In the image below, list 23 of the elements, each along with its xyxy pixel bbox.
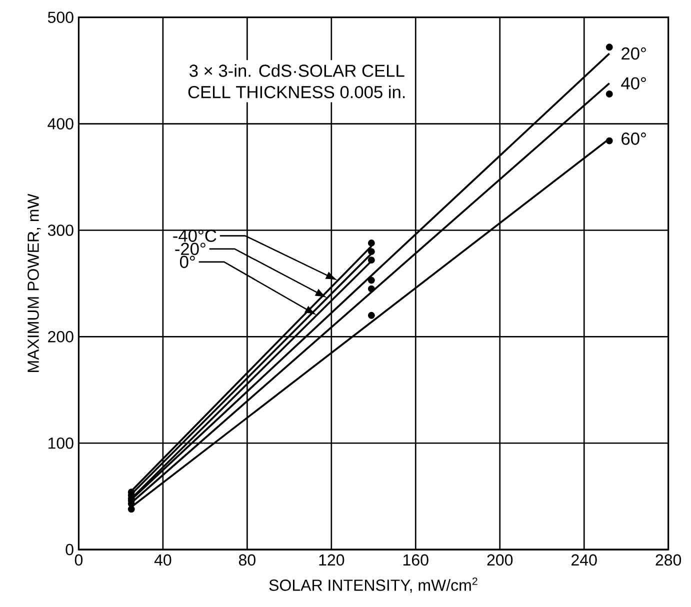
x-tick-label: 40 [154,554,172,566]
y-tick-label: 500 [48,12,74,24]
y-tick-label: 300 [48,224,74,236]
x-tick-label: 280 [656,554,682,566]
series-label: 60° [622,132,646,145]
series-label: 20° [622,47,646,60]
series-label: 40° [621,77,646,90]
x-tick-label: 0 [74,554,83,566]
x-tick-label: 240 [572,554,597,566]
y-tick-label: 400 [48,118,74,130]
x-tick-label: 120 [319,554,344,566]
y-axis-title: MAXIMUM POWER, mW [28,194,41,372]
text: 0° [180,256,195,268]
annotation: CELL THICKNESS 0.005 in. [188,86,405,98]
x-tick-label: 200 [487,554,513,566]
x-tick-label: 80 [238,554,256,566]
y-tick-label: 0 [66,544,74,556]
x-axis-title: SOLAR INTENSITY, mW/cm$^{2}$ [269,577,478,593]
x-tick-label: 160 [403,554,428,566]
annotation: 3 × 3-in. CdS·SOLAR CELL [190,64,404,77]
y-tick-label: 200 [48,331,74,342]
y-tick-label: 100 [48,438,74,449]
text: -20° [175,242,206,256]
